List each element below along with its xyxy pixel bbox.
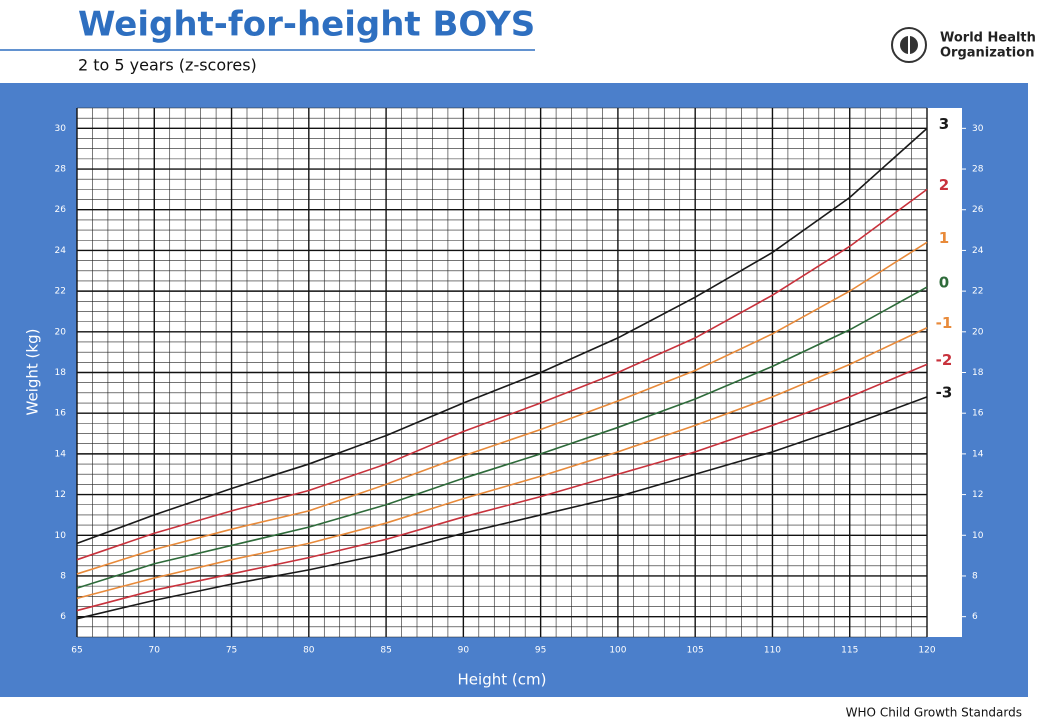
legend-label: 1 [939, 229, 949, 247]
y2-tick-label: 20 [972, 327, 984, 337]
y-tick-label: 8 [60, 571, 66, 581]
x-tick-label: 95 [535, 646, 546, 656]
logo-text: Organization [940, 46, 1034, 61]
z-label-column [927, 108, 962, 637]
who-logo [891, 27, 927, 63]
x-tick-label: 110 [764, 646, 781, 656]
logo-emblem [891, 27, 927, 63]
legend-label: -3 [936, 383, 953, 401]
x-tick-label: 85 [380, 646, 391, 656]
z-score-line [76, 241, 928, 575]
y2-tick-label: 12 [972, 490, 983, 500]
x-tick-label: 80 [303, 646, 315, 656]
y2-tick-label: 26 [972, 205, 984, 215]
y-tick-label: 12 [55, 490, 66, 500]
y2-tick-label: 18 [972, 368, 984, 378]
legend-label: 3 [939, 115, 949, 133]
z-score-line [76, 286, 928, 589]
z-score-line [76, 188, 928, 561]
x-tick-label: 115 [841, 646, 858, 656]
y2-tick-label: 24 [972, 246, 984, 256]
z-score-line [76, 396, 928, 620]
y2-tick-label: 8 [972, 571, 978, 581]
y-tick-label: 20 [55, 327, 67, 337]
y2-tick-label: 16 [972, 409, 984, 419]
x-tick-label: 70 [149, 646, 161, 656]
x-tick-label: 120 [918, 646, 935, 656]
legend-label: -2 [936, 351, 953, 369]
y-tick-label: 16 [55, 409, 67, 419]
y-tick-label: 14 [55, 449, 67, 459]
y-tick-label: 6 [60, 612, 66, 622]
x-axis-label: Height (cm) [458, 671, 547, 689]
y2-tick-label: 28 [972, 165, 984, 175]
y-tick-label: 18 [55, 368, 67, 378]
y2-tick-label: 14 [972, 449, 984, 459]
y-tick-label: 30 [55, 124, 67, 134]
y-tick-label: 26 [55, 205, 67, 215]
x-tick-label: 100 [609, 646, 626, 656]
x-tick-label: 90 [458, 646, 470, 656]
z-score-line [76, 363, 928, 612]
y-tick-label: 24 [55, 246, 67, 256]
y-tick-label: 28 [55, 165, 67, 175]
y-axis-label: Weight (kg) [24, 329, 42, 416]
y-tick-label: 22 [55, 287, 66, 297]
z-score-line [76, 327, 928, 600]
x-tick-label: 65 [71, 646, 82, 656]
legend-label: -1 [936, 314, 953, 332]
footer: WHO Child Growth Standards [846, 706, 1022, 720]
y2-tick-label: 30 [972, 124, 984, 134]
x-tick-label: 105 [687, 646, 704, 656]
legend-label: 0 [939, 274, 949, 292]
subtitle: 2 to 5 years (z-scores) [78, 56, 257, 75]
z-score-line [76, 127, 928, 545]
legend-label: 2 [939, 176, 949, 194]
logo-text: World Health [940, 31, 1036, 46]
x-tick-label: 75 [226, 646, 237, 656]
y2-tick-label: 6 [972, 612, 978, 622]
y-tick-label: 10 [55, 531, 67, 541]
y2-tick-label: 10 [972, 531, 984, 541]
title: Weight-for-height BOYS [78, 5, 535, 45]
y2-tick-label: 22 [972, 287, 983, 297]
